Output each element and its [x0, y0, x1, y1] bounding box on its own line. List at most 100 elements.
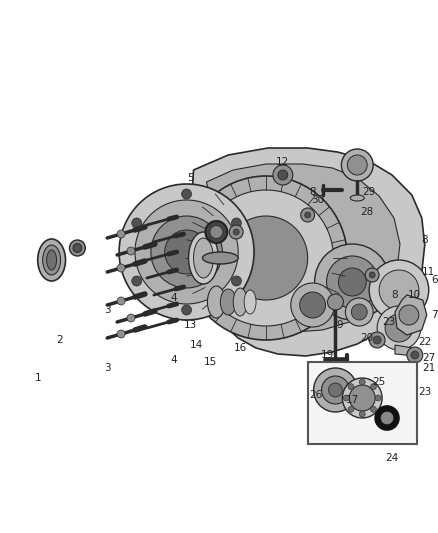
Ellipse shape: [244, 290, 256, 314]
Circle shape: [381, 412, 393, 424]
Circle shape: [117, 330, 125, 338]
Ellipse shape: [46, 250, 57, 270]
Circle shape: [348, 406, 354, 413]
Circle shape: [411, 351, 419, 359]
Text: 3: 3: [104, 305, 110, 315]
Circle shape: [341, 149, 373, 181]
Text: 26: 26: [309, 390, 322, 400]
Circle shape: [182, 305, 191, 315]
Circle shape: [359, 411, 365, 417]
Circle shape: [300, 292, 325, 318]
Text: 19: 19: [321, 350, 334, 360]
Polygon shape: [395, 345, 415, 356]
Ellipse shape: [70, 240, 85, 256]
Circle shape: [328, 383, 343, 397]
Text: 3: 3: [104, 363, 110, 373]
Text: 10: 10: [408, 290, 421, 300]
Circle shape: [399, 305, 419, 325]
Circle shape: [117, 264, 125, 272]
Circle shape: [229, 225, 243, 239]
Circle shape: [165, 230, 208, 274]
Ellipse shape: [38, 239, 66, 281]
Ellipse shape: [42, 245, 60, 275]
Circle shape: [305, 212, 311, 218]
Circle shape: [371, 406, 376, 413]
Text: 27: 27: [422, 353, 435, 363]
Circle shape: [198, 190, 333, 326]
Circle shape: [371, 384, 376, 390]
Text: 1: 1: [35, 373, 41, 383]
Circle shape: [347, 155, 367, 175]
Circle shape: [301, 208, 314, 222]
Text: 28: 28: [360, 207, 374, 217]
Circle shape: [369, 332, 385, 348]
Circle shape: [231, 218, 241, 228]
Text: 8: 8: [421, 235, 428, 245]
Circle shape: [350, 385, 375, 411]
Circle shape: [117, 297, 125, 305]
Text: 7: 7: [431, 310, 438, 320]
Text: 17: 17: [346, 395, 359, 405]
Circle shape: [365, 268, 379, 282]
Ellipse shape: [208, 286, 225, 318]
Circle shape: [117, 230, 125, 238]
Text: 13: 13: [184, 320, 197, 330]
Circle shape: [233, 229, 239, 235]
Ellipse shape: [233, 288, 247, 316]
Circle shape: [369, 260, 429, 320]
Polygon shape: [191, 148, 425, 356]
Circle shape: [369, 272, 375, 278]
Circle shape: [339, 268, 366, 296]
Ellipse shape: [189, 232, 218, 284]
Circle shape: [321, 376, 350, 404]
Circle shape: [278, 170, 288, 180]
Text: 5: 5: [187, 173, 194, 183]
Text: 21: 21: [422, 363, 435, 373]
Circle shape: [407, 347, 423, 363]
Circle shape: [343, 378, 382, 418]
Text: 23: 23: [418, 387, 431, 397]
Circle shape: [375, 395, 381, 401]
Ellipse shape: [210, 225, 223, 238]
Ellipse shape: [202, 252, 238, 264]
Ellipse shape: [350, 195, 364, 201]
Ellipse shape: [220, 289, 236, 315]
Text: 22: 22: [418, 337, 431, 347]
Circle shape: [375, 406, 399, 430]
Circle shape: [182, 189, 191, 199]
Ellipse shape: [73, 244, 82, 253]
Circle shape: [231, 276, 241, 286]
Text: 4: 4: [170, 293, 177, 303]
Circle shape: [314, 368, 357, 412]
Text: 23: 23: [382, 317, 396, 327]
Text: 20: 20: [360, 333, 374, 343]
Text: 8: 8: [309, 187, 316, 197]
Circle shape: [127, 247, 135, 255]
Text: 16: 16: [233, 343, 247, 353]
Circle shape: [348, 384, 354, 390]
Circle shape: [379, 270, 419, 310]
Circle shape: [291, 283, 335, 327]
Text: 15: 15: [204, 357, 217, 367]
Circle shape: [132, 218, 141, 228]
Text: 9: 9: [336, 320, 343, 330]
Circle shape: [314, 244, 390, 320]
Circle shape: [135, 200, 238, 304]
Circle shape: [359, 379, 365, 385]
Polygon shape: [206, 164, 400, 332]
Text: 14: 14: [190, 340, 203, 350]
Circle shape: [132, 276, 141, 286]
Circle shape: [346, 298, 373, 326]
Circle shape: [119, 184, 254, 320]
Circle shape: [326, 256, 378, 308]
Circle shape: [351, 304, 367, 320]
Circle shape: [273, 165, 293, 185]
Text: 8: 8: [392, 290, 398, 300]
Text: 11: 11: [422, 267, 435, 277]
Bar: [307, 362, 417, 444]
Circle shape: [385, 314, 413, 342]
Text: 30: 30: [311, 195, 324, 205]
Text: 6: 6: [431, 275, 438, 285]
Circle shape: [151, 216, 223, 288]
Polygon shape: [395, 295, 427, 335]
